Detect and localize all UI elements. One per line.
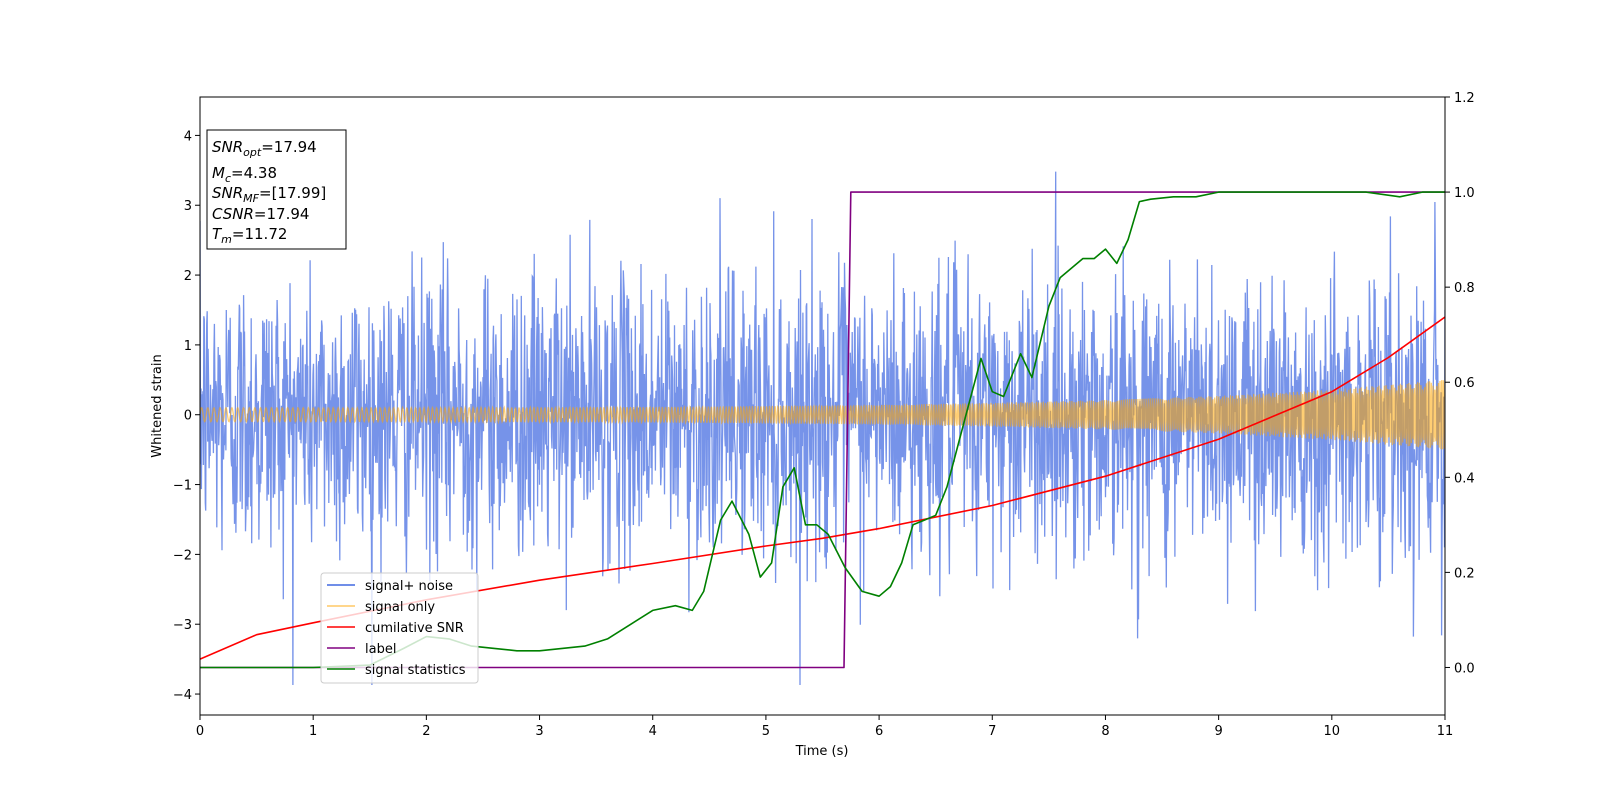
info-snr-opt: SNRopt=17.94 bbox=[212, 138, 317, 159]
x-tick-label: 5 bbox=[762, 724, 770, 739]
info-csnr: CSNR=17.94 bbox=[212, 205, 309, 223]
info-snr-mf-var: SNR bbox=[212, 184, 243, 202]
x-tick-label: 6 bbox=[875, 724, 883, 739]
info-snr-mf: SNRMF=[17.99] bbox=[212, 184, 326, 205]
info-csnr-value: =17.94 bbox=[254, 205, 310, 223]
legend-item-signal-statistics: signal statistics bbox=[327, 663, 466, 678]
x-tick-label: 1 bbox=[309, 724, 317, 739]
x-tick-label: 4 bbox=[649, 724, 657, 739]
legend-label-cumulative-snr: cumilative SNR bbox=[365, 621, 464, 636]
y-tick-label: 0 bbox=[184, 409, 192, 424]
x-tick-label: 11 bbox=[1437, 724, 1454, 739]
y-tick-label: −3 bbox=[173, 618, 192, 633]
legend-label-signal-noise: signal+ noise bbox=[365, 579, 453, 594]
signal-statistics-series bbox=[200, 191, 1445, 669]
info-mc-var: M bbox=[212, 164, 225, 182]
info-mc: Mc=4.38 bbox=[212, 164, 277, 185]
y2-tick-label: 0.4 bbox=[1454, 471, 1475, 486]
info-mc-sub: c bbox=[225, 172, 231, 185]
info-snr-opt-var: SNR bbox=[212, 138, 243, 156]
y2-tick-label: 0.6 bbox=[1454, 376, 1475, 391]
y-tick-label: −2 bbox=[173, 548, 192, 563]
info-snr-mf-sub: MF bbox=[243, 192, 259, 205]
y2-tick-label: 0.2 bbox=[1454, 566, 1475, 581]
signal-statistics-line bbox=[200, 191, 1445, 669]
y-tick-label: −4 bbox=[173, 688, 192, 703]
legend-label-signal-only: signal only bbox=[365, 600, 435, 615]
x-tick-label: 7 bbox=[988, 724, 996, 739]
y2-tick-label: 1.2 bbox=[1454, 91, 1475, 106]
signal-only-line bbox=[200, 380, 1445, 450]
info-tm-sub: m bbox=[221, 233, 232, 246]
x-tick-label: 3 bbox=[535, 724, 543, 739]
y-tick-label: 4 bbox=[184, 129, 192, 144]
legend-item-signal-only: signal only bbox=[327, 600, 435, 615]
y-tick-label: 2 bbox=[184, 269, 192, 284]
info-csnr-var: CSNR bbox=[212, 205, 254, 223]
y-axis-title: Whitened strain bbox=[150, 354, 165, 457]
x-tick-label: 10 bbox=[1324, 724, 1341, 739]
info-tm: Tm=11.72 bbox=[212, 225, 287, 246]
info-snr-mf-value: =[17.99] bbox=[259, 184, 326, 202]
legend-frame bbox=[320, 572, 479, 684]
y2-axis-ticks: 0.0 0.2 0.4 0.6 0.8 1.0 1.2 bbox=[1445, 91, 1475, 676]
signal-noise-line bbox=[200, 171, 1445, 686]
info-mc-value: =4.38 bbox=[231, 164, 277, 182]
legend-label-label: label bbox=[365, 642, 396, 657]
x-tick-label: 2 bbox=[422, 724, 430, 739]
legend-item-label: label bbox=[327, 642, 396, 657]
plot-frame bbox=[199, 96, 1446, 716]
legend-item-signal-noise: signal+ noise bbox=[327, 579, 453, 594]
x-tick-label: 0 bbox=[196, 724, 204, 739]
x-tick-label: 9 bbox=[1214, 724, 1222, 739]
signal-only-series bbox=[200, 380, 1445, 450]
legend-item-cumulative-snr: cumilative SNR bbox=[327, 621, 464, 636]
info-tm-value: =11.72 bbox=[232, 225, 288, 243]
info-box-frame bbox=[206, 129, 347, 250]
info-box: SNRopt=17.94 Mc=4.38 SNRMF=[17.99] CSNR=… bbox=[206, 129, 347, 250]
legend: signal+ noise signal only cumilative SNR… bbox=[320, 572, 479, 684]
y2-tick-label: 1.0 bbox=[1454, 186, 1475, 201]
info-snr-opt-sub: opt bbox=[243, 146, 262, 159]
label-series bbox=[200, 191, 1445, 669]
y2-tick-label: 0.0 bbox=[1454, 661, 1475, 676]
signal-noise-series bbox=[200, 171, 1445, 686]
y-tick-label: −1 bbox=[173, 479, 192, 494]
y-axis-ticks: −4 −3 −2 −1 0 1 2 3 4 bbox=[173, 129, 200, 703]
x-tick-label: 8 bbox=[1101, 724, 1109, 739]
y-tick-label: 1 bbox=[184, 339, 192, 354]
x-axis-title: Time (s) bbox=[795, 744, 849, 759]
y2-tick-label: 0.8 bbox=[1454, 281, 1475, 296]
label-line bbox=[200, 191, 1445, 669]
y-tick-label: 3 bbox=[184, 199, 192, 214]
legend-label-signal-statistics: signal statistics bbox=[365, 663, 466, 678]
info-tm-var: T bbox=[212, 225, 223, 243]
info-snr-opt-value: =17.94 bbox=[261, 138, 317, 156]
x-axis-ticks: 0 1 2 3 4 5 6 7 8 9 10 11 bbox=[196, 715, 1453, 739]
